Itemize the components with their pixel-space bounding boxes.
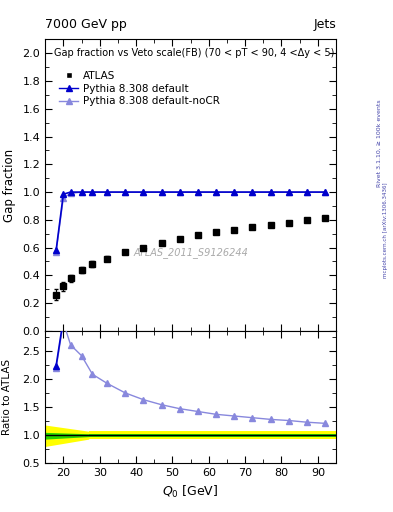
Text: Gap fraction vs Veto scale(FB) (70 < pT < 90, 4 <Δy < 5): Gap fraction vs Veto scale(FB) (70 < pT … xyxy=(54,48,334,58)
Legend: ATLAS, Pythia 8.308 default, Pythia 8.308 default-noCR: ATLAS, Pythia 8.308 default, Pythia 8.30… xyxy=(56,68,223,110)
Text: Jets: Jets xyxy=(313,18,336,31)
Text: mcplots.cern.ch [arXiv:1306.3436]: mcplots.cern.ch [arXiv:1306.3436] xyxy=(383,183,387,278)
Text: 7000 GeV pp: 7000 GeV pp xyxy=(45,18,127,31)
Text: ATLAS_2011_S9126244: ATLAS_2011_S9126244 xyxy=(133,247,248,258)
Y-axis label: Ratio to ATLAS: Ratio to ATLAS xyxy=(2,359,12,435)
X-axis label: $Q_0$ [GeV]: $Q_0$ [GeV] xyxy=(162,484,219,500)
Y-axis label: Gap fraction: Gap fraction xyxy=(3,148,16,222)
Text: Rivet 3.1.10, ≥ 100k events: Rivet 3.1.10, ≥ 100k events xyxy=(377,99,382,187)
